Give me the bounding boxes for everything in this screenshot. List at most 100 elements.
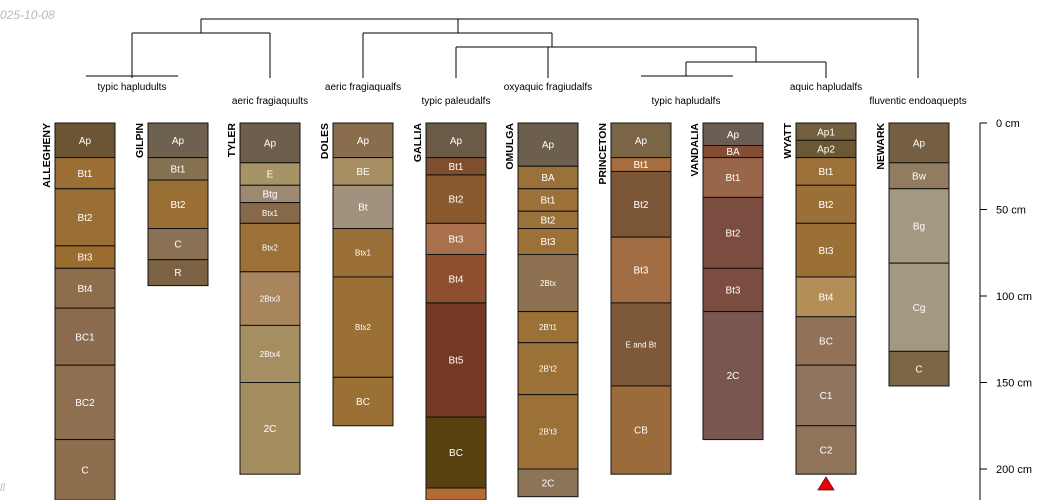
- horizon-label: Bt1: [540, 196, 555, 207]
- subgroup-label: typic paleudalfs: [422, 96, 491, 107]
- horizon-label: Ap: [264, 138, 277, 149]
- horizon-label: Bt1: [170, 164, 185, 175]
- horizon-label: C: [915, 364, 922, 375]
- soil-profile: GALLIA Ap Bt1 Bt2 Bt3 Bt4 Bt5 BC: [412, 122, 487, 500]
- horizon: [888, 162, 950, 190]
- horizon: [795, 316, 857, 366]
- horizon: [54, 157, 116, 190]
- sketch-root: typic hapludults aeric fragiaquults aeric …: [41, 18, 1032, 500]
- horizon-label: 2Btx3: [260, 294, 281, 303]
- subgroup-label: typic hapludalfs: [652, 96, 721, 107]
- horizon: [147, 122, 209, 159]
- horizon-label: Bt3: [448, 235, 463, 246]
- horizon: [425, 487, 487, 500]
- horizon: [517, 394, 579, 470]
- horizon: [147, 179, 209, 230]
- horizon: [425, 122, 487, 159]
- horizon-label: Ap2: [817, 145, 835, 156]
- profile-name: WYATT: [782, 122, 794, 158]
- horizon: [54, 307, 116, 366]
- horizon: [702, 196, 764, 269]
- horizon: [795, 364, 857, 427]
- horizon-label: Cg: [913, 303, 926, 314]
- soil-profile: NEWARK Ap Bw Bg Cg C: [875, 122, 950, 387]
- subgroup-label: typic hapludults: [98, 82, 167, 93]
- horizon: [517, 468, 579, 498]
- horizon-label: Ap: [79, 136, 92, 147]
- horizon-label: BC1: [75, 332, 95, 343]
- horizon: [54, 364, 116, 441]
- horizon-label: 2B't3: [539, 428, 558, 437]
- horizon-label: Bt3: [540, 237, 555, 248]
- soil-profile: GILPIN Ap Bt1 Bt2 C R: [134, 122, 209, 287]
- horizon-label: BC: [449, 448, 463, 459]
- horizon-label: Bt4: [818, 292, 833, 303]
- profile-name: OMULGA: [504, 123, 516, 170]
- horizon-label: Btx1: [262, 209, 279, 218]
- horizon: [888, 350, 950, 387]
- horizon-label: Ap: [913, 138, 926, 149]
- profile-name: NEWARK: [875, 123, 887, 170]
- horizon-label: Bt3: [77, 253, 92, 264]
- soil-profile: TYLER Ap E Btg Btx1 Btx2 2Btx3 2Btx4 2C: [226, 122, 301, 475]
- horizon: [332, 184, 394, 230]
- horizon-label: 2C: [727, 371, 740, 382]
- horizon-label: Bt1: [448, 162, 463, 173]
- water-table-marker: [817, 476, 835, 491]
- corner-annotation: ll: [0, 482, 5, 494]
- horizon: [332, 228, 394, 278]
- horizon-label: Ap: [542, 140, 555, 151]
- horizon: [795, 184, 857, 224]
- horizon-label: 2C: [264, 424, 277, 435]
- subgroup-label: aeric fragiaquults: [232, 96, 308, 107]
- horizon: [239, 271, 301, 326]
- horizon-label: Ap: [727, 130, 740, 141]
- horizon: [610, 302, 672, 387]
- horizon: [239, 382, 301, 475]
- horizon: [517, 122, 579, 167]
- horizon-label: Bt2: [633, 200, 648, 211]
- profile-name: DOLES: [319, 123, 331, 159]
- horizon: [888, 262, 950, 352]
- horizon: [795, 222, 857, 278]
- dendrogram: [86, 18, 919, 78]
- soil-profile: OMULGA Ap BA Bt1 Bt2 Bt3 2Btx 2B't1 2B't2 2B't3 2C: [504, 122, 579, 498]
- profile-name: GALLIA: [412, 123, 424, 162]
- horizon-label: C: [81, 465, 88, 476]
- horizon-label: C2: [820, 446, 833, 457]
- depth-tick-label: 100 cm: [996, 291, 1032, 303]
- horizon: [425, 174, 487, 224]
- horizon: [54, 439, 116, 500]
- horizon-label: Bt1: [818, 167, 833, 178]
- horizon-label: Bt1: [77, 169, 92, 180]
- depth-axis: 0 cm 50 cm 100 cm 150 cm 200 cm: [979, 118, 1032, 500]
- horizon: [425, 416, 487, 489]
- horizon-label: Ap: [172, 136, 185, 147]
- horizon-label: Bt5: [448, 356, 463, 367]
- horizon: [147, 259, 209, 287]
- horizon-label: Btx1: [355, 249, 372, 258]
- horizon-label: 2Btx: [540, 279, 556, 288]
- horizon-label: 2Btx4: [260, 350, 281, 359]
- horizon-label: BE: [356, 167, 370, 178]
- horizon-label: BC: [819, 337, 833, 348]
- horizon: [425, 222, 487, 255]
- horizon: [610, 236, 672, 304]
- horizon-label: BC: [356, 397, 370, 408]
- horizon: [54, 188, 116, 247]
- horizon-label: Bt: [358, 203, 368, 214]
- horizon-label: Bw: [912, 171, 927, 182]
- horizon-label: 2C: [542, 478, 555, 489]
- soil-profile: VANDALIA Ap BA Bt1 Bt2 Bt3 2C: [689, 122, 764, 441]
- horizon: [54, 122, 116, 159]
- horizon: [702, 267, 764, 313]
- horizon-label: BC2: [75, 398, 95, 409]
- horizon-label: Bt2: [77, 213, 92, 224]
- horizon: [332, 122, 394, 159]
- horizon-label: Bt2: [818, 200, 833, 211]
- subgroup-label: fluventic endoaquepts: [869, 96, 966, 107]
- horizon-label: Bt4: [77, 284, 92, 295]
- horizon-label: 2B't1: [539, 323, 558, 332]
- horizon-label: Ap: [635, 136, 648, 147]
